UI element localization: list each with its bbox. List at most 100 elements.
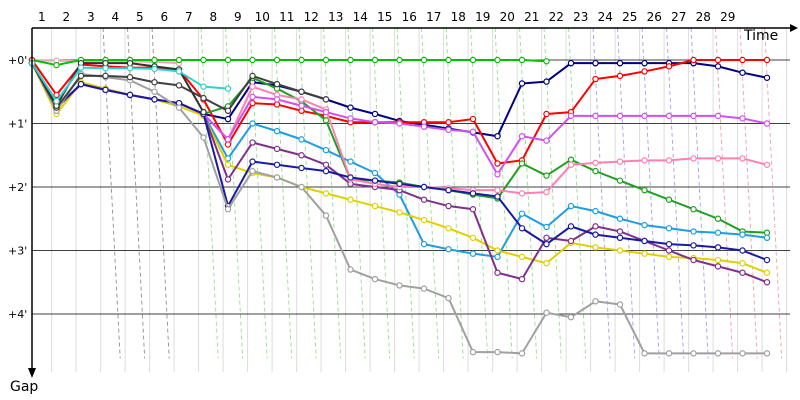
data-point xyxy=(102,65,109,72)
data-point xyxy=(567,156,575,163)
pit-line xyxy=(298,27,317,359)
series-line-8 xyxy=(31,62,768,195)
data-point xyxy=(494,193,501,200)
data-point xyxy=(347,196,354,203)
data-point xyxy=(322,96,330,103)
data-point xyxy=(445,225,452,232)
data-point xyxy=(396,120,403,127)
lap-label: 16 xyxy=(402,10,417,24)
pit-line xyxy=(323,27,342,359)
data-point xyxy=(469,128,477,135)
data-point xyxy=(714,155,722,162)
data-point xyxy=(714,229,722,236)
lap-label: 15 xyxy=(377,10,392,24)
data-point xyxy=(518,225,526,232)
x-axis-title: Time xyxy=(743,28,778,44)
data-point xyxy=(494,56,501,64)
data-point xyxy=(518,160,526,167)
lap-label: 25 xyxy=(622,10,637,24)
data-point xyxy=(665,225,673,232)
data-point xyxy=(77,80,85,88)
pit-line xyxy=(225,27,244,359)
data-point xyxy=(396,180,403,188)
data-point xyxy=(102,86,109,94)
data-point xyxy=(249,56,256,64)
data-point xyxy=(249,139,256,146)
data-point xyxy=(396,209,403,216)
pit-line xyxy=(690,27,709,359)
data-point xyxy=(371,202,379,210)
data-point xyxy=(469,348,477,356)
lap-label: 11 xyxy=(279,10,294,24)
data-point xyxy=(543,78,550,85)
data-point xyxy=(592,244,599,251)
series-lines xyxy=(28,56,771,357)
data-point xyxy=(298,152,305,159)
data-point xyxy=(543,172,550,179)
data-point xyxy=(249,72,256,80)
data-point xyxy=(420,183,428,191)
data-point xyxy=(224,161,232,168)
data-point xyxy=(77,64,85,71)
data-point xyxy=(151,79,158,86)
data-point xyxy=(273,145,281,153)
data-point xyxy=(763,350,771,357)
lap-label: 2 xyxy=(62,10,70,24)
data-point xyxy=(126,91,134,99)
data-point xyxy=(665,196,673,203)
data-point xyxy=(420,196,428,203)
data-point xyxy=(151,96,158,103)
data-point xyxy=(690,155,697,162)
data-point xyxy=(371,110,379,118)
data-point xyxy=(690,206,697,213)
pit-line xyxy=(494,27,513,359)
lap-label: 7 xyxy=(185,10,193,24)
data-point xyxy=(714,350,722,357)
data-point xyxy=(641,221,648,229)
data-point xyxy=(469,250,477,257)
data-point xyxy=(347,174,354,181)
series-line-6 xyxy=(31,62,768,274)
data-point xyxy=(567,161,575,168)
data-point xyxy=(763,74,771,81)
data-point xyxy=(200,94,207,102)
data-point xyxy=(371,275,379,283)
data-point xyxy=(298,136,305,143)
lap-label: 23 xyxy=(573,10,588,24)
data-point xyxy=(249,83,256,90)
data-point xyxy=(396,282,403,289)
data-point xyxy=(445,56,452,64)
pit-line xyxy=(764,27,783,359)
data-point xyxy=(518,132,526,140)
pit-line xyxy=(421,27,440,359)
data-point xyxy=(298,96,305,103)
lap-label: 17 xyxy=(426,10,441,24)
data-point xyxy=(298,88,305,95)
data-point xyxy=(543,223,550,231)
data-point xyxy=(714,244,722,251)
data-point xyxy=(322,212,330,219)
data-point xyxy=(126,73,134,81)
data-point xyxy=(592,298,599,305)
data-point xyxy=(763,279,771,286)
pit-line xyxy=(200,27,219,359)
data-point xyxy=(518,190,526,197)
data-point xyxy=(494,160,501,167)
data-point xyxy=(347,104,354,111)
data-point xyxy=(763,161,771,168)
pit-line xyxy=(445,27,464,359)
axes: Time Gap xyxy=(10,24,798,395)
pit-line xyxy=(641,27,660,359)
data-point xyxy=(592,207,599,215)
data-point xyxy=(494,269,501,276)
data-point xyxy=(616,247,624,254)
data-point xyxy=(665,112,673,120)
lap-label: 21 xyxy=(524,10,539,24)
data-point xyxy=(518,80,526,87)
data-point xyxy=(445,126,452,134)
data-point xyxy=(665,253,673,261)
data-point xyxy=(616,112,624,120)
lap-label: 13 xyxy=(328,10,343,24)
data-point xyxy=(53,98,60,105)
data-point xyxy=(224,85,232,92)
